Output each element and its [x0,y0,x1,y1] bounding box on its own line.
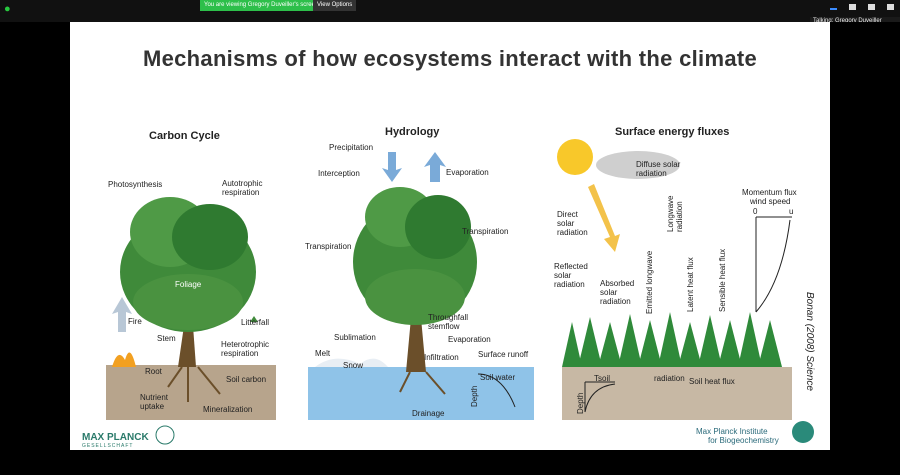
meeting-bottombar [0,450,900,475]
hydrology-tree-icon [353,187,477,395]
hydrology-soil [308,367,534,420]
sublimation-label: Sublimation [334,333,376,342]
drainage-label: Drainage [412,409,445,418]
interception-label: Interception [318,169,360,178]
wind-speed-label: wind speed [750,197,791,206]
autotrophic-respiration-label: respiration [222,188,260,197]
mpi-logo-line-1: Max Planck Institute [696,427,768,436]
mpi-logo-icon [792,421,814,443]
slide-illustration [106,139,814,445]
carbon-panel-title: Carbon Cycle [149,130,220,142]
max-planck-logo-subtext: GESELLSCHAFT [82,443,134,449]
exit-icon[interactable] [887,4,894,10]
carbon-soil [106,365,276,420]
wind-zero-label: 0 [753,207,758,216]
hydrology-depth-label: Depth [470,385,479,407]
forest-icon [562,312,782,367]
max-planck-logo-icon [155,425,175,445]
wind-u-label: u [789,207,794,216]
window-controls [830,4,894,12]
precipitation-label: Precipitation [329,143,374,152]
nutrient-label: Nutrient [140,393,169,402]
absorbed-radiation-label: radiation [600,297,631,306]
latent-heat-flux-label: Latent heat flux [686,257,695,312]
mpi-logo-line-2: for Biogeochemistry [708,436,779,445]
diffuse-radiation-label: radiation [636,169,667,178]
tsoil-profile [584,381,616,413]
screen-share-banner: You are viewing Gregory Duveiller's scre… [200,0,323,11]
tsoil-label: Tsoil [594,374,611,383]
transpiration-right-label: Transpiration [462,227,509,236]
citation: Bonan (2008) Science [804,292,815,391]
right-margin [830,22,900,450]
precipitation-arrow-icon [382,152,402,182]
throughfall-label: Throughfall [428,313,469,322]
snow-icon [315,358,388,367]
heterotrophic-label: Heterotrophic [221,340,270,349]
wind-profile [755,216,792,313]
transpiration-left-label: Transpiration [305,242,352,251]
view-icon[interactable] [849,4,856,10]
fullscreen-icon[interactable] [868,4,875,10]
litterfall-icon [250,316,258,322]
direct-label: Direct [557,210,578,219]
cloud-icon [596,151,680,179]
stemflow-label: stemflow [428,322,460,331]
sun-icon [557,139,593,175]
carbon-tree-icon [120,197,256,402]
melt-label: Melt [315,349,331,358]
momentum-flux-label: Momentum flux [742,188,797,197]
fire-arrow-icon [112,297,132,332]
reflected-radiation-label: radiation [554,280,585,289]
heterotrophic-respiration-label: respiration [221,349,259,358]
energy-soil [562,367,792,420]
reflected-label: Reflected [554,262,588,271]
foliage-label: Foliage [175,280,202,289]
snow-label: Snow [343,361,364,370]
diffuse-label: Diffuse solar [636,160,681,169]
max-planck-logo-text: MAX PLANCK [82,432,149,443]
surface-runoff-label: Surface runoff [478,350,529,359]
fire-label: Fire [128,317,142,326]
shield-icon: ● [4,3,11,15]
longwave-radiation-label: radiation [675,201,684,232]
shared-slide: Mechanisms of how ecosystems interact wi… [70,22,830,450]
direct-solar-label: solar [557,219,575,228]
minimize-icon[interactable] [830,8,837,10]
emitted-longwave-label: Emitted longwave [645,250,654,314]
soil-water-curve [477,373,516,408]
litterfall-label: Litterfall [241,318,270,327]
photosynthesis-label: Photosynthesis [108,180,163,189]
soil-heat-flux-label: Soil heat flux [689,377,735,386]
meeting-topbar: ● You are viewing Gregory Duveiller's sc… [0,0,900,22]
direct-radiation-arrow-icon [588,184,620,252]
slide-title: Mechanisms of how ecosystems interact wi… [142,46,758,71]
energy-depth-label: Depth [576,392,585,414]
evaporation-top-label: Evaporation [446,168,489,177]
absorbed-solar-label: solar [600,288,618,297]
longwave-label: Longwave [666,195,675,232]
soil-carbon-label: Soil carbon [226,375,267,384]
soil-water-label: Soil water [480,373,516,382]
hydrology-panel-title: Hydrology [385,126,440,138]
reflected-solar-label: solar [554,271,572,280]
direct-radiation-label: radiation [557,228,588,237]
root-label: Root [145,367,162,376]
emitted-radiation-label: radiation [654,374,685,383]
infiltration-label: Infiltration [424,353,459,362]
fire-icon [112,352,136,367]
sensible-heat-flux-label: Sensible heat flux [718,248,727,312]
talking-indicator: Talking: Gregory Duveiller [810,17,900,26]
stem-label: Stem [157,334,176,343]
view-options-button[interactable]: View Options [313,0,357,11]
autotrophic-label: Autotrophic [222,179,263,188]
absorbed-label: Absorbed [600,279,635,288]
evaporation-arrow-icon [424,152,446,182]
energy-panel-title: Surface energy fluxes [615,126,730,138]
nutrient-uptake-label: uptake [140,402,165,411]
evaporation-bottom-label: Evaporation [448,335,491,344]
mineralization-label: Mineralization [203,405,253,414]
left-margin [0,22,70,450]
